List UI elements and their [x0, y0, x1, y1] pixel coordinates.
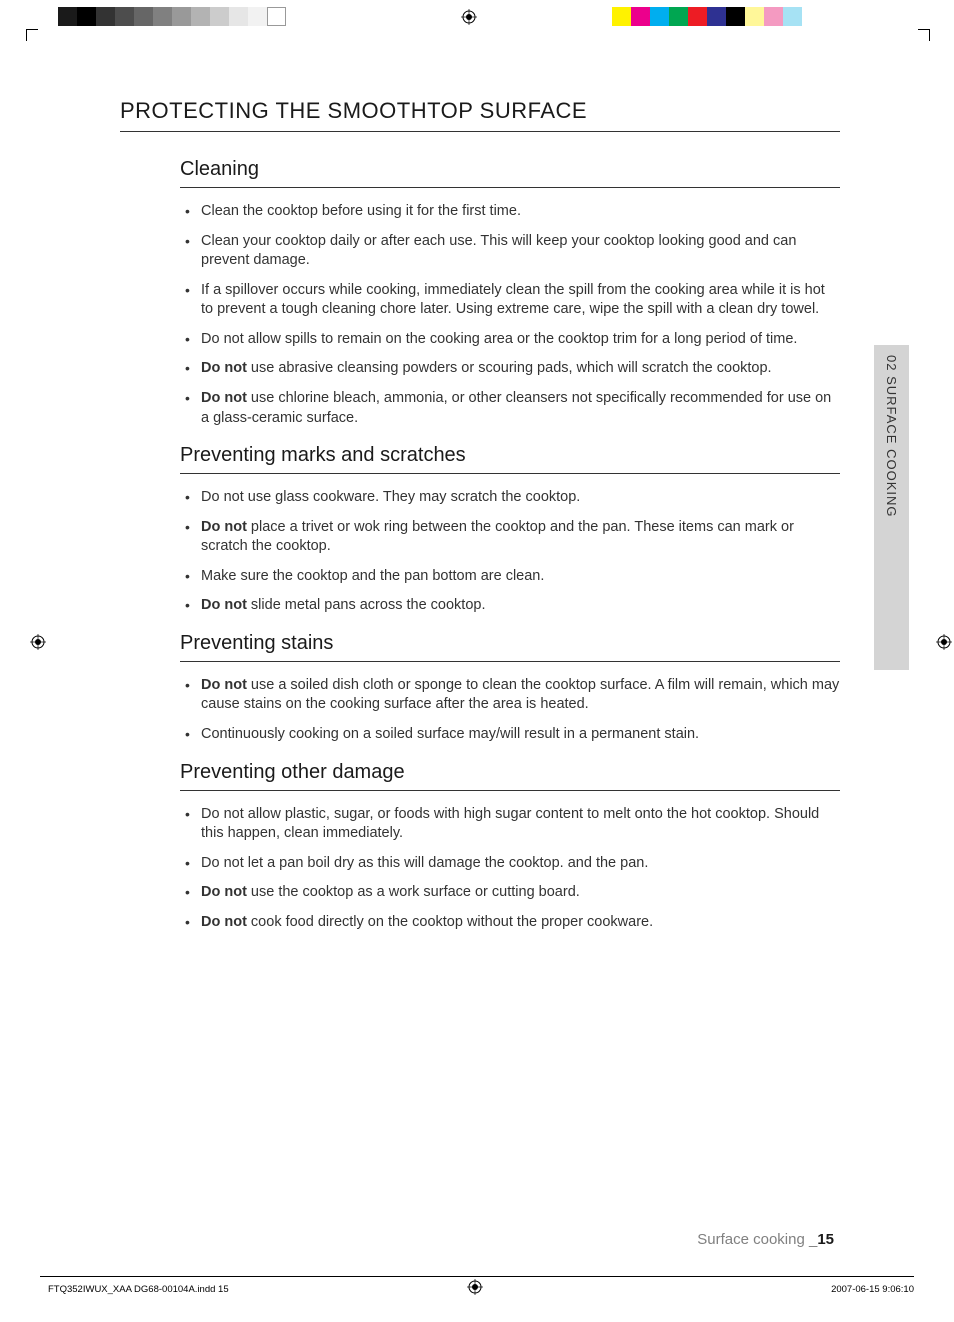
list-item: Do not slide metal pans across the cookt… [180, 596, 840, 616]
section-heading: Cleaning [180, 158, 840, 188]
calibration-swatch [612, 7, 631, 26]
list-item: Make sure the cooktop and the pan bottom… [180, 567, 840, 587]
emphasis-text: Do not [201, 914, 247, 930]
calibration-swatch [229, 7, 248, 26]
list-item: Do not allow plastic, sugar, or foods wi… [180, 805, 840, 844]
side-tab: 02 SURFACE COOKING [874, 345, 909, 670]
calibration-swatch [631, 7, 650, 26]
registration-mark-icon [30, 634, 46, 655]
emphasis-text: Do not [201, 597, 247, 613]
item-text: cook food directly on the cooktop withou… [247, 914, 653, 930]
list-item: Clean your cooktop daily or after each u… [180, 232, 840, 271]
item-text: use chlorine bleach, ammonia, or other c… [201, 390, 831, 426]
calibration-swatch [115, 7, 134, 26]
section-list: Do not use a soiled dish cloth or sponge… [180, 676, 840, 745]
emphasis-text: Do not [201, 360, 247, 376]
footer-file-info: FTQ352IWUX_XAA DG68-00104A.indd 15 [48, 1284, 229, 1295]
calibration-swatch [783, 7, 802, 26]
list-item: Do not place a trivet or wok ring betwee… [180, 518, 840, 557]
registration-mark-icon [936, 634, 952, 655]
crop-mark-icon [918, 29, 930, 41]
calibration-swatch [726, 7, 745, 26]
calibration-swatch [745, 7, 764, 26]
calibration-swatch [764, 7, 783, 26]
list-item: Do not cook food directly on the cooktop… [180, 913, 840, 933]
section-list: Do not allow plastic, sugar, or foods wi… [180, 805, 840, 933]
item-text: place a trivet or wok ring between the c… [201, 519, 794, 555]
list-item: If a spillover occurs while cooking, imm… [180, 281, 840, 320]
section-heading: Preventing stains [180, 632, 840, 662]
calibration-grayscale [58, 7, 286, 26]
calibration-swatch [153, 7, 172, 26]
calibration-swatch [58, 7, 77, 26]
footer-page-number: 15 [817, 1231, 834, 1248]
list-item: Do not use the cooktop as a work surface… [180, 883, 840, 903]
list-item: Continuously cooking on a soiled surface… [180, 725, 840, 745]
section-list: Clean the cooktop before using it for th… [180, 202, 840, 428]
list-item: Do not use chlorine bleach, ammonia, or … [180, 389, 840, 428]
registration-mark-icon [461, 9, 477, 30]
calibration-swatch [172, 7, 191, 26]
side-tab-label: 02 SURFACE COOKING [884, 355, 899, 517]
list-item: Do not use abrasive cleansing powders or… [180, 359, 840, 379]
calibration-swatch [134, 7, 153, 26]
list-item: Do not use a soiled dish cloth or sponge… [180, 676, 840, 715]
item-text: use abrasive cleansing powders or scouri… [247, 360, 772, 376]
footer-divider [40, 1276, 914, 1277]
calibration-swatch [650, 7, 669, 26]
emphasis-text: Do not [201, 677, 247, 693]
calibration-swatch [669, 7, 688, 26]
calibration-swatch [688, 7, 707, 26]
item-text: use a soiled dish cloth or sponge to cle… [201, 677, 839, 713]
calibration-swatch [707, 7, 726, 26]
calibration-swatch [191, 7, 210, 26]
calibration-color [612, 7, 802, 26]
emphasis-text: Do not [201, 519, 247, 535]
section-heading: Preventing marks and scratches [180, 444, 840, 474]
calibration-swatch [248, 7, 267, 26]
calibration-swatch [267, 7, 286, 26]
calibration-swatch [77, 7, 96, 26]
section-heading: Preventing other damage [180, 761, 840, 791]
printer-marks-top [0, 7, 954, 27]
footer-section-text: Surface cooking _ [697, 1231, 817, 1248]
page-content: PROTECTING THE SMOOTHTOP SURFACE Cleanin… [120, 98, 840, 942]
calibration-swatch [210, 7, 229, 26]
list-item: Clean the cooktop before using it for th… [180, 202, 840, 222]
crop-mark-icon [26, 29, 38, 41]
emphasis-text: Do not [201, 884, 247, 900]
footer-section-label: Surface cooking _15 [697, 1231, 834, 1248]
list-item: Do not let a pan boil dry as this will d… [180, 854, 840, 874]
calibration-swatch [96, 7, 115, 26]
emphasis-text: Do not [201, 390, 247, 406]
list-item: Do not use glass cookware. They may scra… [180, 488, 840, 508]
section-list: Do not use glass cookware. They may scra… [180, 488, 840, 616]
registration-mark-icon [467, 1279, 483, 1300]
list-item: Do not allow spills to remain on the coo… [180, 330, 840, 350]
item-text: use the cooktop as a work surface or cut… [247, 884, 580, 900]
item-text: slide metal pans across the cooktop. [247, 597, 486, 613]
footer-timestamp: 2007-06-15 9:06:10 [831, 1284, 914, 1295]
main-title: PROTECTING THE SMOOTHTOP SURFACE [120, 98, 840, 132]
content-body: Cleaning Clean the cooktop before using i… [120, 158, 840, 932]
